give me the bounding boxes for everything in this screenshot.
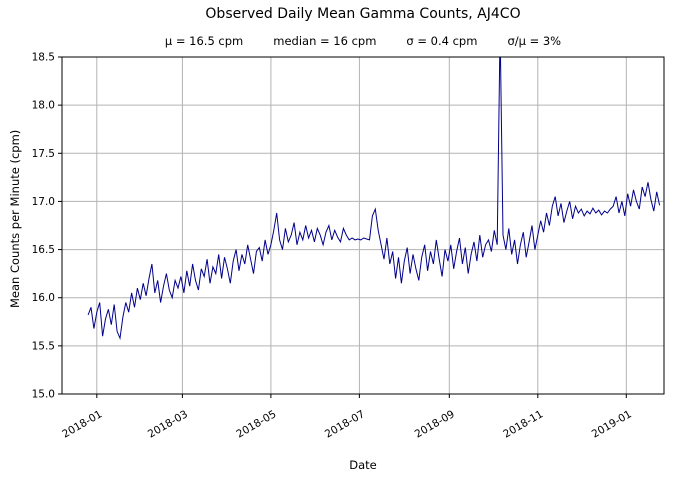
stat-median: median = 16 cpm [273,34,377,48]
y-tick-label: 15.0 [32,389,55,401]
series-line [87,57,661,341]
y-tick-label: 15.5 [32,340,55,352]
axes-frame [61,56,665,395]
x-tick-label: 2018-09 [413,408,457,440]
y-tick-label: 17.5 [32,148,55,160]
x-tick-label: 2018-01 [60,408,104,440]
grid-lines [62,56,664,395]
y-tick-label: 18.5 [32,52,55,64]
x-tick-label: 2018-05 [234,408,278,440]
stat-sigma: σ = 0.4 cpm [406,34,478,48]
x-tick-label: 2019-01 [590,408,634,440]
x-axis-label: Date [349,458,377,472]
stat-sigma-over-mu: σ/μ = 3% [507,34,562,48]
chart-subtitle: μ = 16.5 cpm median = 16 cpm σ = 0.4 cpm… [62,34,664,48]
tick-labels: 15.0 15.5 16.0 16.5 17.0 17.5 18.0 18.5 2018-01 2… [32,52,634,441]
x-tick-label: 2018-11 [501,408,545,440]
y-tick-label: 16.5 [32,244,55,256]
y-tick-label: 18.0 [32,100,55,112]
y-tick-label: 17.0 [32,196,55,208]
tick-marks [58,56,627,398]
x-tick-label: 2018-07 [323,408,367,440]
x-tick-label: 2018-03 [146,408,190,440]
chart-title: Observed Daily Mean Gamma Counts, AJ4CO [205,6,521,22]
stat-mean: μ = 16.5 cpm [164,34,244,48]
y-tick-label: 16.0 [32,292,55,304]
y-axis-label: Mean Counts per Minute (cpm) [8,129,22,308]
